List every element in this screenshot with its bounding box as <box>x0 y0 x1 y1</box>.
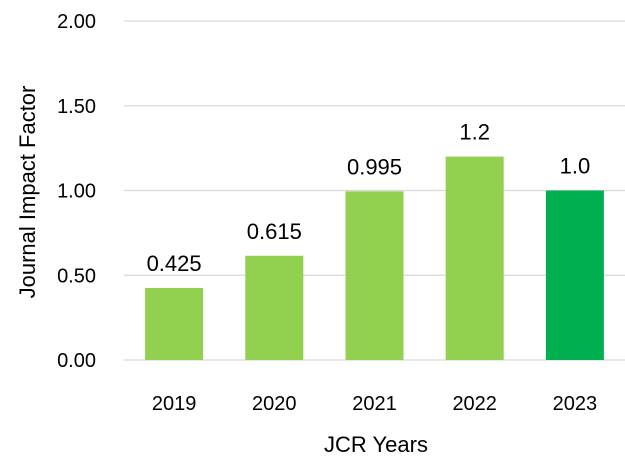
data-label: 0.995 <box>347 154 402 179</box>
x-tick-label: 2023 <box>553 393 598 415</box>
x-tick-label: 2020 <box>252 393 297 415</box>
y-tick-label: 2.00 <box>57 11 96 33</box>
y-axis-title: Journal Impact Factor <box>15 86 40 299</box>
y-axis-ticks: 0.00 0.50 1.00 1.50 2.00 <box>57 11 96 372</box>
data-label: 1.0 <box>560 154 591 179</box>
y-tick-label: 1.50 <box>57 96 96 118</box>
data-label: 1.2 <box>459 120 490 145</box>
data-label: 0.615 <box>247 219 302 244</box>
y-tick-label: 0.00 <box>57 350 96 372</box>
x-tick-label: 2019 <box>152 393 197 415</box>
bar-2019 <box>145 287 204 360</box>
data-labels: 0.425 0.615 0.995 1.2 1.0 <box>147 120 591 276</box>
x-axis-title: JCR Years <box>324 432 428 457</box>
bars <box>145 156 604 360</box>
data-label: 0.425 <box>147 251 202 276</box>
bar-2021 <box>345 191 404 360</box>
y-tick-label: 1.00 <box>57 181 96 203</box>
gridlines <box>124 20 625 361</box>
x-tick-label: 2022 <box>452 393 497 415</box>
y-tick-label: 0.50 <box>57 265 96 287</box>
x-tick-label: 2021 <box>352 393 397 415</box>
bar-2022 <box>445 156 504 360</box>
bar-2020 <box>245 255 304 360</box>
x-axis-ticks: 2019 2020 2021 2022 2023 <box>152 393 597 415</box>
bar-2023 <box>545 190 604 360</box>
